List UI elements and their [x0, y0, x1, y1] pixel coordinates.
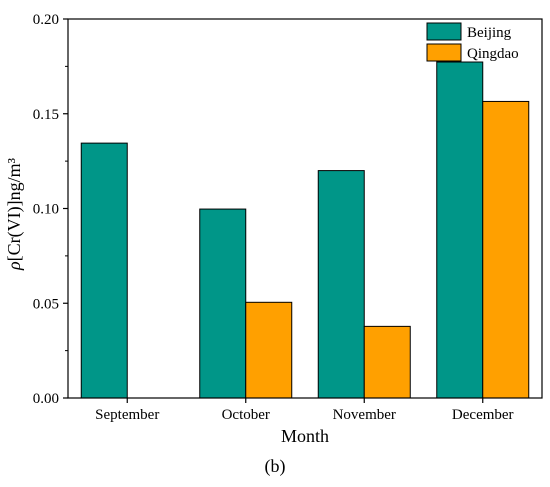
- x-tick-label: October: [222, 407, 270, 423]
- x-tick-label: December: [452, 407, 514, 423]
- legend-swatch-beijing: [426, 22, 462, 41]
- y-axis-label-text: [Cr(VI)]ng/m³: [4, 157, 25, 261]
- x-axis: September October November December: [95, 398, 514, 423]
- bars-layer: [80, 61, 530, 399]
- y-tick-label: 0.10: [33, 202, 59, 218]
- y-tick-label: 0.20: [33, 12, 59, 28]
- x-axis-label: Month: [281, 426, 329, 446]
- bar-beijing-november: [317, 170, 365, 399]
- legend: Beijing Qingdao: [426, 22, 519, 62]
- legend-label-qingdao: Qingdao: [467, 46, 519, 62]
- x-tick-label: November: [333, 407, 396, 423]
- y-tick-label: 0.15: [33, 107, 59, 123]
- y-tick-label: 0.05: [33, 296, 59, 312]
- bar-qingdao-november: [363, 325, 411, 399]
- bar-qingdao-december: [482, 100, 530, 399]
- y-axis-label: ρ[Cr(VI)]ng/m³: [4, 157, 25, 271]
- panel-label: (b): [265, 456, 286, 477]
- legend-swatch-qingdao: [426, 43, 462, 62]
- y-tick-label: 0.00: [33, 391, 59, 407]
- bar-beijing-december: [436, 61, 484, 399]
- bar-beijing-september: [80, 142, 128, 399]
- legend-label-beijing: Beijing: [467, 25, 512, 41]
- y-axis: 0.00 0.05 0.10 0.15 0.20: [33, 12, 68, 407]
- y-axis-label-symbol: ρ: [4, 261, 24, 271]
- bar-beijing-october: [199, 208, 247, 399]
- bar-qingdao-october: [245, 301, 293, 399]
- x-tick-label: September: [95, 407, 159, 423]
